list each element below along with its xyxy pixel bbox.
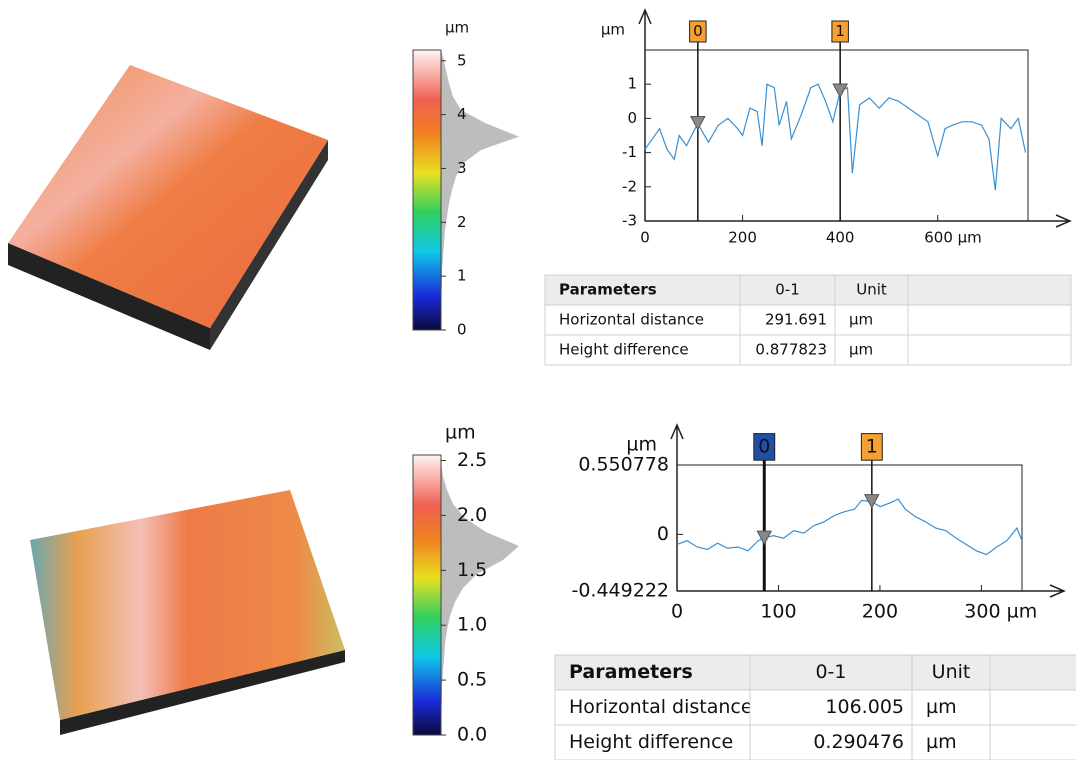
y-tick-label: 0.550778 xyxy=(578,454,669,476)
table-text: 106.005 xyxy=(825,696,904,718)
colorbar-unit: µm xyxy=(445,19,469,37)
cursor-tab[interactable] xyxy=(860,433,883,461)
cursor-label: 1 xyxy=(835,22,845,40)
x-tick-label: 300 µm xyxy=(964,601,1037,623)
table-cell xyxy=(989,689,1076,726)
colorbar-tick-label: 3 xyxy=(457,159,467,177)
profile-line xyxy=(676,498,1023,556)
x-tick-label: 200 xyxy=(862,601,898,623)
colorbar xyxy=(412,49,442,331)
table-text: 0.290476 xyxy=(813,731,904,753)
x-tick-label: 200 xyxy=(728,229,757,247)
colorbar-unit: µm xyxy=(445,422,476,444)
table-text: Horizontal distance xyxy=(569,696,753,718)
histogram xyxy=(441,455,519,735)
table-text: Height difference xyxy=(569,731,733,753)
table-header-cell xyxy=(749,654,913,691)
colorbar-tick-label: 2.5 xyxy=(457,449,487,471)
table-text: µm xyxy=(849,311,873,329)
table-header: Unit xyxy=(856,281,887,299)
plot-frame xyxy=(676,464,1023,592)
table-cell xyxy=(544,334,741,366)
colorbar-tick-label: 1.0 xyxy=(457,614,487,636)
cursor-tab[interactable] xyxy=(753,433,776,461)
surface-side xyxy=(8,243,210,350)
table-cell xyxy=(911,724,991,760)
colorbar-tick-label: 4 xyxy=(457,105,467,123)
table-text: Height difference xyxy=(559,341,689,359)
y-axis-label: µm xyxy=(626,434,657,456)
table-text: µm xyxy=(849,341,873,359)
y-tick-label: -2 xyxy=(622,177,637,195)
table-cell xyxy=(834,334,909,366)
table-cell xyxy=(739,334,836,366)
x-tick-label: 600 µm xyxy=(924,229,982,247)
surface-3d xyxy=(30,490,345,735)
table-text: 291.691 xyxy=(765,311,827,329)
y-tick-label: -3 xyxy=(622,212,637,230)
cursor-marker xyxy=(690,116,706,131)
table-cell xyxy=(749,689,913,726)
table-header-cell xyxy=(911,654,991,691)
x-axis-arrow xyxy=(677,584,1066,598)
table-text: Horizontal distance xyxy=(559,311,704,329)
surface-top xyxy=(8,65,328,328)
surface-side xyxy=(60,650,345,735)
cursor-label: 1 xyxy=(866,435,878,457)
table-cell xyxy=(911,689,991,726)
table-text: µm xyxy=(926,696,957,718)
colorbar-tick-label: 0 xyxy=(457,321,467,339)
y-tick-label: 1 xyxy=(627,75,637,93)
cursor-label: 0 xyxy=(693,22,703,40)
table-cell xyxy=(907,334,1072,366)
y-axis-arrow xyxy=(670,423,684,591)
table-header-cell xyxy=(989,654,1076,691)
table-text: µm xyxy=(926,731,957,753)
x-tick-label: 100 xyxy=(760,601,796,623)
profile-line xyxy=(644,83,1027,191)
y-tick-label: -1 xyxy=(622,143,637,161)
cursor-label: 0 xyxy=(758,435,770,457)
table-text: 0.877823 xyxy=(755,341,827,359)
x-axis-arrow xyxy=(645,214,1072,228)
colorbar-tick-label: 5 xyxy=(457,51,467,69)
colorbar-tick-label: 2.0 xyxy=(457,504,487,526)
table-header-cell xyxy=(554,654,751,691)
y-tick-label: 0 xyxy=(657,523,669,545)
surface-3d xyxy=(8,65,328,350)
table-header: Parameters xyxy=(559,281,657,299)
table-header: 0-1 xyxy=(815,661,846,683)
colorbar-tick-label: 1 xyxy=(457,267,467,285)
x-tick-label: 400 xyxy=(826,229,855,247)
colorbar-tick-label: 2 xyxy=(457,213,467,231)
surface-top xyxy=(30,490,345,720)
cursor-marker xyxy=(756,530,773,546)
table-cell xyxy=(554,689,751,726)
x-tick-label: 0 xyxy=(671,601,683,623)
colorbar-tick-label: 0.0 xyxy=(457,724,487,746)
table-cell xyxy=(989,724,1076,760)
y-axis-label: µm xyxy=(601,21,625,39)
colorbar-tick-label: 1.5 xyxy=(457,559,487,581)
colorbar xyxy=(412,454,442,736)
table-header: Parameters xyxy=(569,661,693,683)
colorbar-tick-label: 0.5 xyxy=(457,669,487,691)
cursor-tab[interactable] xyxy=(689,20,707,43)
table-header: 0-1 xyxy=(775,281,800,299)
table-cell xyxy=(907,304,1072,336)
y-axis-arrow xyxy=(638,8,652,221)
surface-side xyxy=(210,140,328,350)
cursor-marker xyxy=(832,83,848,99)
plot-frame xyxy=(644,49,1029,222)
table-header-cell xyxy=(907,274,1072,306)
table-header: Unit xyxy=(932,661,971,683)
histogram xyxy=(441,50,519,330)
x-tick-label: 0 xyxy=(640,229,650,247)
y-tick-label: -0.449222 xyxy=(571,580,669,602)
y-tick-label: 0 xyxy=(627,109,637,127)
cursor-marker xyxy=(863,494,880,509)
cursor-tab[interactable] xyxy=(831,20,849,43)
